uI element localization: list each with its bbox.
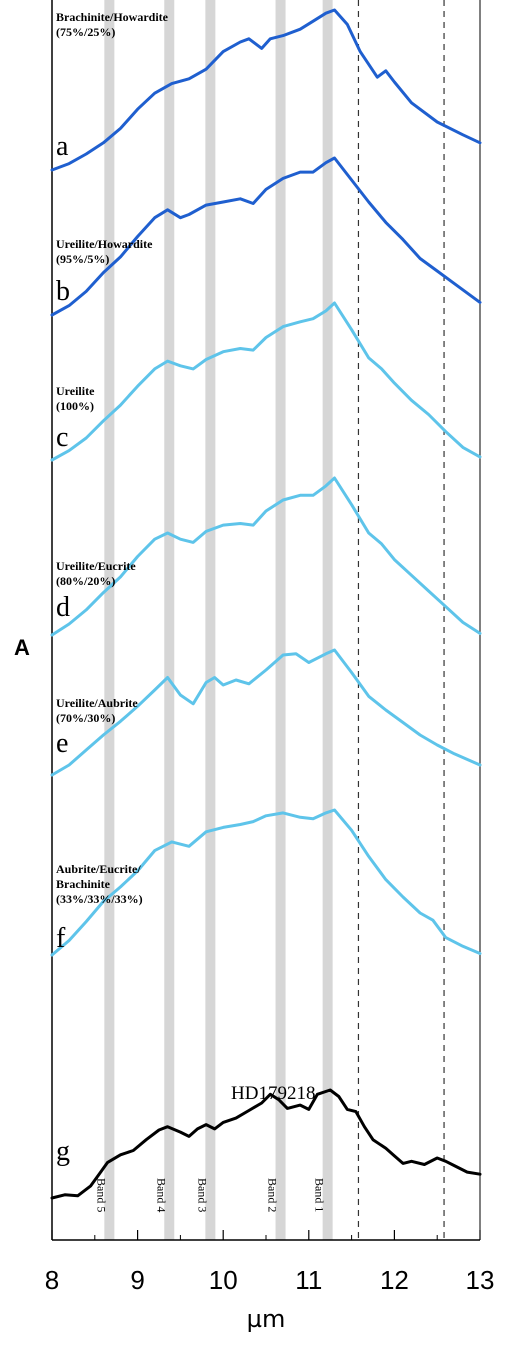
band-stripe-5 [322, 0, 333, 1240]
series-label-a-line1: Brachinite/Howardite [56, 10, 169, 24]
series-label-c-line1: Ureilite [56, 384, 95, 398]
band-label-5: Band 5 [94, 1178, 108, 1212]
series-label-g-line3: (33%/33%/33%) [56, 892, 143, 906]
x-tick-label-10: 10 [209, 1265, 238, 1295]
series-line-e [50, 648, 482, 777]
series-lines [50, 8, 482, 1200]
dashed-reference-lines [357, 0, 445, 1240]
x-tick-label-9: 9 [130, 1265, 144, 1295]
series-line-d [50, 476, 482, 637]
series-line-a [50, 8, 482, 172]
band-label-1: Band 1 [313, 1178, 327, 1212]
x-tick-label-13: 13 [466, 1265, 495, 1295]
series-letter-c: c [56, 422, 68, 453]
x-tick-label-8: 8 [45, 1265, 59, 1295]
band-label-3: Band 3 [195, 1178, 209, 1212]
series-label-d-line1: Ureilite/Eucrite [56, 559, 136, 573]
y-axis-title: A [14, 635, 30, 660]
series-letter-d: d [56, 592, 70, 623]
band-label-4: Band 4 [154, 1178, 168, 1212]
band-stripe-2 [164, 0, 175, 1240]
band-stripe-4 [275, 0, 286, 1240]
series-line-f [50, 808, 482, 957]
series-letter-f: f [56, 923, 66, 954]
series-letter-a: a [56, 131, 69, 162]
band-label-2: Band 2 [266, 1178, 280, 1212]
series-line-b [50, 156, 482, 317]
x-axis-title: µm [247, 1305, 286, 1333]
band-labels: Band 5 Band 4 Band 3 Band 2 Band 1 [94, 1178, 326, 1212]
series-line-g [50, 1088, 482, 1200]
series-label-d-line2: (80%/20%) [56, 574, 115, 588]
series-letter-b: b [56, 276, 70, 307]
series-label-e-line1: Ureilite/Aubrite [56, 696, 138, 710]
series-letter-e: e [56, 728, 68, 759]
series-label-c-line2: (100%) [56, 399, 94, 413]
band-stripe-1 [104, 0, 115, 1240]
series-label-b-line2: (95%/5%) [56, 252, 109, 266]
series-label-e-line2: (70%/30%) [56, 711, 115, 725]
series-line-c [50, 301, 482, 462]
annotation-hd179218: HD179218 [231, 1083, 315, 1104]
series-labels: a Brachinite/Howardite(75%/25%) b Ureilite/… [56, 10, 169, 1167]
axes: 8 9 10 11 12 13 [45, 0, 495, 1295]
band-markers [104, 0, 333, 1240]
series-label-a-line2: (75%/25%) [56, 25, 115, 39]
band-stripe-3 [205, 0, 216, 1240]
series-letter-g: g [56, 1136, 70, 1167]
x-tick-label-11: 11 [295, 1265, 322, 1295]
series-label-b-line1: Ureilite/Howardite [56, 237, 153, 251]
series-label-g-line1: Aubrite/Eucrite/ [56, 862, 141, 876]
series-label-g-line2: Brachinite [56, 877, 111, 891]
x-tick-label-12: 12 [380, 1265, 409, 1295]
